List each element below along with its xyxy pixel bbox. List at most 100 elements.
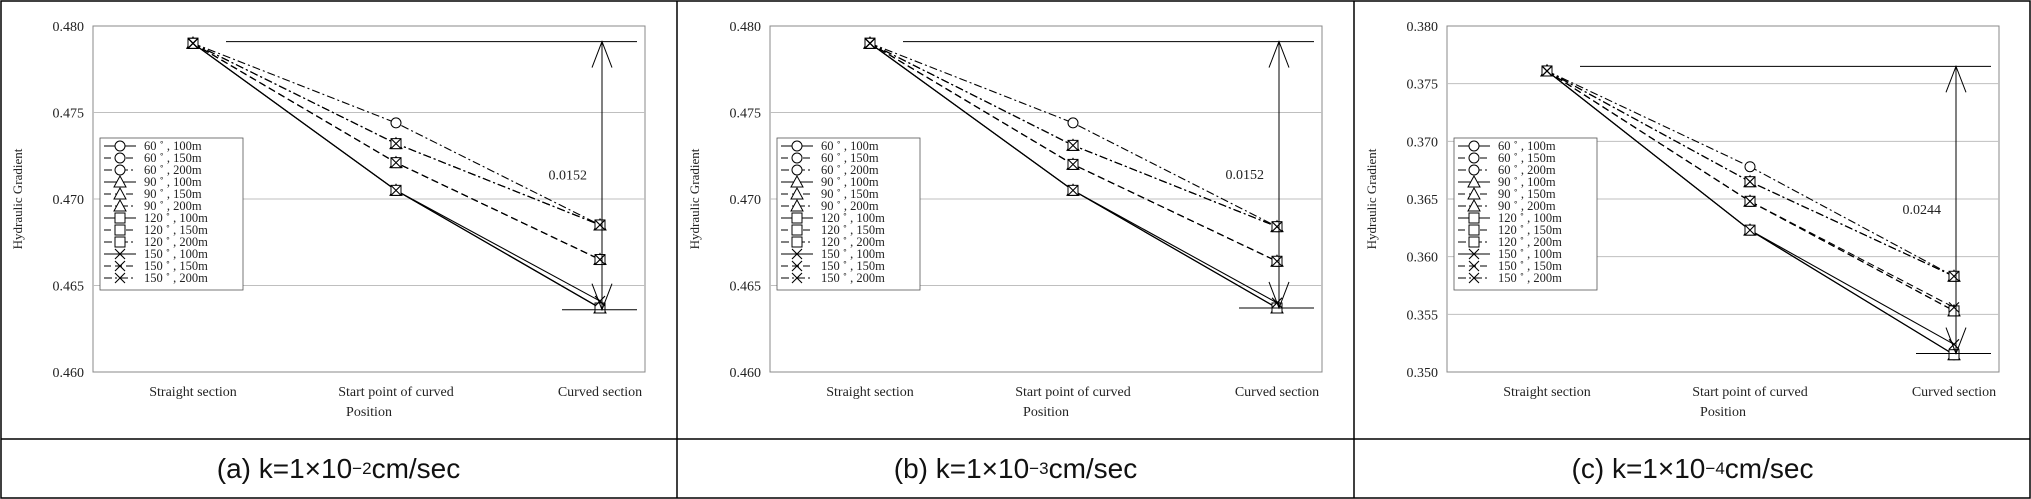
caption-unit: cm/sec [1048, 453, 1138, 484]
data-point [390, 117, 402, 129]
chart-panel-c: 0.350 0.355 0.360 0.365 0.370 0.375 0.380 Strai… [1354, 0, 2031, 499]
data-point [791, 236, 803, 248]
series-line [192, 42, 601, 226]
data-point [114, 272, 126, 284]
legend-label: 150 ˚ , 200m [821, 271, 885, 285]
data-point [864, 37, 876, 49]
y-tick-label: 0.370 [1407, 135, 1439, 150]
legend-label: 150 ˚ , 200m [144, 271, 208, 285]
x-axis-label: Position [1700, 405, 1746, 420]
legend-box [776, 137, 921, 291]
x-tick-label: Curved section [558, 385, 642, 400]
legend-label: 120 ˚ , 200m [821, 235, 885, 249]
chart-svg: 0.460 0.465 0.470 0.475 0.480 Straight sectio… [687, 20, 1323, 420]
data-point [1067, 184, 1079, 196]
y-tick-label: 0.480 [53, 20, 85, 35]
data-point [594, 254, 606, 265]
legend-label: 150 ˚ , 150m [1498, 259, 1562, 273]
x-tick-label: Start point of curved [1015, 385, 1130, 400]
caption-exponent: −4 [1705, 459, 1725, 478]
data-point [1744, 224, 1756, 236]
x-tick-label: Start point of curved [338, 385, 453, 400]
data-point [1468, 152, 1480, 164]
legend-label: 60 ˚ , 150m [1498, 151, 1556, 165]
data-point [791, 164, 803, 176]
data-point [113, 198, 127, 212]
legend-label: 60 ˚ , 200m [144, 163, 202, 177]
caption-exponent: −2 [352, 459, 372, 478]
legend-label: 60 ˚ , 150m [144, 151, 202, 165]
data-point [791, 248, 803, 260]
y-tick-label: 0.460 [730, 366, 762, 381]
data-point [114, 164, 126, 176]
data-point [791, 152, 803, 164]
y-tick-label: 0.465 [53, 280, 85, 295]
data-point [114, 260, 126, 272]
x-tick-label: Straight section [826, 385, 914, 400]
data-point [114, 248, 126, 260]
y-tick-label: 0.365 [1407, 193, 1439, 208]
data-point [1541, 65, 1553, 77]
legend-label: 90 ˚ , 150m [821, 187, 879, 201]
data-point [114, 152, 126, 164]
legend-label: 60 ˚ , 100m [144, 139, 202, 153]
legend-label: 90 ˚ , 100m [821, 175, 879, 189]
data-point [1948, 305, 1960, 317]
legend-label: 120 ˚ , 100m [1498, 211, 1562, 225]
y-axis-label: Hydraulic Gradient [1364, 148, 1379, 249]
caption-unit: cm/sec [1724, 453, 1814, 484]
arrow-head [591, 283, 613, 312]
legend-label: 90 ˚ , 100m [144, 175, 202, 189]
data-point [1744, 195, 1756, 207]
x-tick-label: Curved section [1235, 385, 1319, 400]
legend-label: 120 ˚ , 100m [821, 211, 885, 225]
arrow-head [591, 40, 613, 68]
legend-label: 90 ˚ , 150m [144, 187, 202, 201]
legend-label: 90 ˚ , 200m [144, 199, 202, 213]
legend-label: 120 ˚ , 200m [1498, 235, 1562, 249]
x-tick-label: Straight section [1503, 385, 1591, 400]
legend-label: 150 ˚ , 100m [821, 247, 885, 261]
data-point [114, 140, 126, 152]
y-tick-label: 0.375 [1407, 78, 1439, 93]
legend-label: 120 ˚ , 150m [1498, 223, 1562, 237]
panel-caption: (c) k=1×10 −4 cm/sec [1354, 439, 2031, 499]
arrow-head [1268, 281, 1290, 310]
legend-label: 60 ˚ , 200m [821, 163, 879, 177]
y-tick-label: 0.360 [1407, 251, 1439, 266]
data-point [791, 260, 803, 272]
panel-caption: (a) k=1×10 −2 cm/sec [0, 439, 677, 499]
difference-label: 0.0152 [549, 169, 588, 184]
x-tick-label: Curved section [1912, 385, 1996, 400]
legend-label: 90 ˚ , 100m [1498, 175, 1556, 189]
data-point [1468, 212, 1480, 224]
series-line [869, 42, 1278, 228]
y-tick-label: 0.475 [730, 107, 762, 122]
y-tick-label: 0.350 [1407, 366, 1439, 381]
data-point [1744, 161, 1756, 173]
x-tick-label: Straight section [149, 385, 237, 400]
data-point [791, 224, 803, 236]
data-point [594, 295, 606, 307]
caption-text: (c) k=1×10 [1571, 453, 1706, 484]
data-point [594, 219, 606, 231]
data-point [791, 140, 803, 152]
y-tick-label: 0.380 [1407, 20, 1439, 35]
data-point [1948, 349, 1960, 361]
data-point [1948, 302, 1960, 313]
caption-text: (b) k=1×10 [893, 453, 1030, 484]
data-point [114, 212, 126, 224]
difference-label: 0.0152 [1226, 168, 1265, 183]
legend-label: 120 ˚ , 100m [144, 211, 208, 225]
caption-text: (a) k=1×10 [216, 453, 353, 484]
legend-label: 120 ˚ , 200m [144, 235, 208, 249]
panel-caption: (b) k=1×10 −3 cm/sec [677, 439, 1354, 499]
data-point [1067, 139, 1079, 151]
caption-unit: cm/sec [371, 453, 461, 484]
x-axis-label: Position [346, 405, 392, 420]
data-point [114, 236, 126, 248]
